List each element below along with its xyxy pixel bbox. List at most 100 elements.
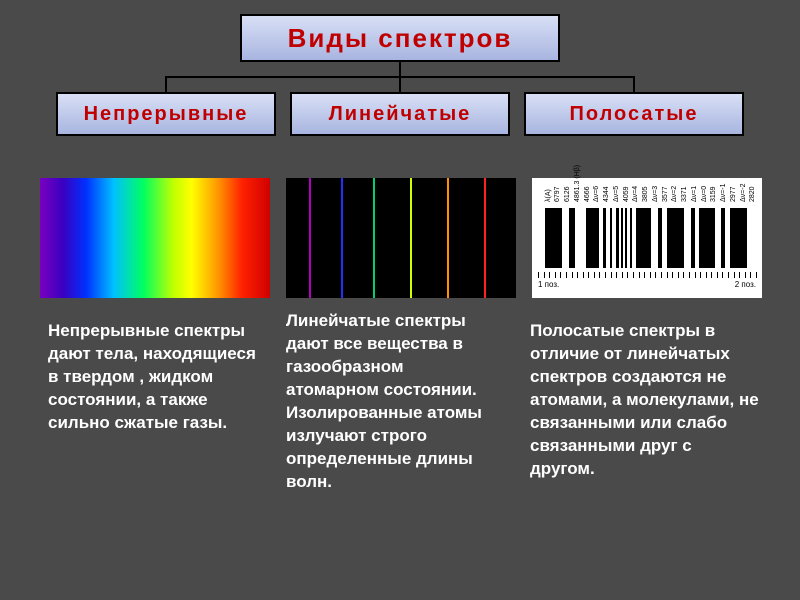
band-bar (545, 208, 562, 268)
category-continuous: Непрерывные (56, 92, 276, 136)
band-bar (636, 208, 651, 268)
band-tick (572, 272, 573, 278)
band-bottom-left: 1 поз. (538, 280, 559, 289)
band-top-labels: λ(A)679761264861.3 (Hβ)4666Δν=64344Δν=54… (538, 182, 756, 204)
band-tick (549, 272, 550, 278)
band-bottom-axis: 1 поз. 2 поз. (538, 272, 756, 292)
connector-line (165, 76, 167, 92)
band-top-label: 2820 (749, 186, 756, 202)
band-tick (599, 272, 600, 278)
band-top-label: Δν=0 (701, 186, 708, 202)
band-bar (721, 208, 725, 268)
band-spectrum-canvas (538, 208, 756, 268)
band-top-label: 4861.3 (Hβ) (574, 165, 581, 202)
band-top-label: Δν=1 (691, 186, 698, 202)
band-tick (756, 272, 757, 278)
band-tick (616, 272, 617, 278)
band-top-label: Δν=6 (593, 186, 600, 202)
band-top-label: 3577 (662, 186, 669, 202)
emission-line (410, 178, 412, 298)
emission-line (484, 178, 486, 298)
band-tick (538, 272, 539, 278)
band-bar (621, 208, 623, 268)
category-band: Полосатые (524, 92, 744, 136)
continuous-gradient (40, 178, 270, 298)
band-tick (639, 272, 640, 278)
spectrum-line (286, 178, 516, 298)
band-top-label: 6126 (564, 186, 571, 202)
band-tick (678, 272, 679, 278)
band-top-label: Δν=2 (671, 186, 678, 202)
band-tick (544, 272, 545, 278)
band-tick (655, 272, 656, 278)
band-bar (699, 208, 714, 268)
band-top-label: Δν=4 (632, 186, 639, 202)
category-label: Полосатые (570, 103, 699, 126)
connector-line (399, 76, 401, 92)
band-bar (630, 208, 632, 268)
title-text: Виды спектров (288, 23, 513, 54)
band-tick (605, 272, 606, 278)
band-tick (650, 272, 651, 278)
band-tick (566, 272, 567, 278)
band-bar (658, 208, 662, 268)
band-top-label: 4666 (584, 186, 591, 202)
band-bar (667, 208, 684, 268)
band-bar (625, 208, 627, 268)
emission-line (341, 178, 343, 298)
band-bar (616, 208, 618, 268)
band-bar (586, 208, 599, 268)
band-tick (611, 272, 612, 278)
band-tick (722, 272, 723, 278)
band-top-label: 4344 (603, 186, 610, 202)
band-tick (672, 272, 673, 278)
band-tick (594, 272, 595, 278)
band-tick (734, 272, 735, 278)
band-top-label: 2977 (730, 186, 737, 202)
emission-line (447, 178, 449, 298)
band-top-label: 3805 (642, 186, 649, 202)
category-label: Линейчатые (329, 103, 472, 126)
band-top-label: 4059 (623, 186, 630, 202)
band-tick (560, 272, 561, 278)
band-top-label: 3371 (681, 186, 688, 202)
band-top-label: 6797 (554, 186, 561, 202)
band-tick (711, 272, 712, 278)
band-tick (644, 272, 645, 278)
band-tick (745, 272, 746, 278)
band-tick (717, 272, 718, 278)
band-tick (700, 272, 701, 278)
band-top-label: Δν=3 (652, 186, 659, 202)
desc-band: Полосатые спектры в отличие от линейчаты… (530, 320, 760, 481)
connector-line (633, 76, 635, 92)
band-tick (689, 272, 690, 278)
spectrum-continuous (40, 178, 270, 298)
band-tick (627, 272, 628, 278)
band-top-label: Δν=-1 (720, 184, 727, 203)
band-tick (739, 272, 740, 278)
band-top-label: 3159 (710, 186, 717, 202)
band-tick (667, 272, 668, 278)
band-tick (683, 272, 684, 278)
band-tick (583, 272, 584, 278)
band-bar (610, 208, 612, 268)
band-top-label: Δν=-2 (740, 184, 747, 203)
band-tick (622, 272, 623, 278)
band-bottom-right: 2 поз. (735, 280, 756, 289)
emission-line (309, 178, 311, 298)
title-box: Виды спектров (240, 14, 560, 62)
band-top-label: λ(A) (545, 189, 552, 202)
band-bar (691, 208, 695, 268)
band-bar (569, 208, 576, 268)
band-tick (706, 272, 707, 278)
band-tick (588, 272, 589, 278)
band-tick (695, 272, 696, 278)
band-top-label: Δν=5 (613, 186, 620, 202)
category-line: Линейчатые (290, 92, 510, 136)
category-label: Непрерывные (84, 103, 249, 126)
spectrum-band: λ(A)679761264861.3 (Hβ)4666Δν=64344Δν=54… (532, 178, 762, 298)
desc-line: Линейчатые спектры дают все вещества в г… (286, 310, 496, 494)
band-tick (661, 272, 662, 278)
band-bar (603, 208, 605, 268)
band-tick (555, 272, 556, 278)
